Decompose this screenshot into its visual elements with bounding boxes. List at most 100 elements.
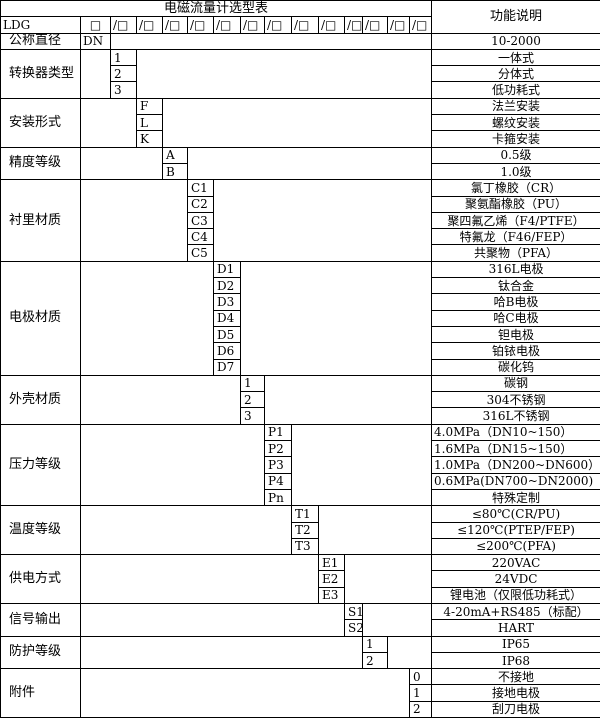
empty-cell [81,555,319,604]
table-title: 电磁流量计选型表 [1,1,432,17]
option-desc: 铂铱电极 [432,343,600,359]
option-desc: 4.0MPa（DN10~150） [432,424,600,440]
option-desc: ≤80℃(CR/PU) [432,506,600,522]
option-desc: 316L电极 [432,261,600,277]
option-desc: 卡箍安装 [432,131,600,147]
option-code: B [163,163,188,179]
option-code: 3 [111,82,137,98]
model-slot: /□ [163,17,188,33]
option-desc: 分体式 [432,66,600,82]
option-desc: 螺纹安装 [432,115,600,131]
empty-cell [163,98,432,147]
option-code: E3 [319,587,345,603]
model-slot: /□ [188,17,214,33]
option-desc: 24VDC [432,571,600,587]
option-desc: IP68 [432,652,600,668]
group-label: 压力等级 [1,424,81,505]
model-slot: /□ [363,17,388,33]
option-desc: 220VAC [432,555,600,571]
option-desc: 1.0级 [432,163,600,179]
option-code: 1 [363,636,388,652]
option-desc: 锂电池（仅限低功耗式） [432,587,600,603]
option-code: S1 [345,603,363,619]
model-slot: /□ [265,17,292,33]
option-desc: 碳钢 [432,375,600,391]
empty-cell [81,375,241,424]
group-label: 信号输出 [1,603,81,636]
option-code: E2 [319,571,345,587]
group-label: 供电方式 [1,555,81,604]
option-code: 1 [111,49,137,65]
option-desc: 一体式 [432,49,600,65]
nominal-desc: 10-2000 [432,33,600,49]
option-code: E1 [319,555,345,571]
empty-cell [81,49,111,98]
option-desc: 刮刀电极 [432,701,600,717]
option-code: 2 [363,652,388,668]
group-label: 防护等级 [1,636,81,669]
option-desc: 钽电极 [432,326,600,342]
option-code: F [137,98,163,114]
option-code: D3 [214,294,241,310]
option-desc: ≤200℃(PFA) [432,538,600,554]
group-label: 温度等级 [1,506,81,555]
option-desc: 316L不锈钢 [432,408,600,424]
option-desc: 聚氨酯橡胶（PU） [432,196,600,212]
option-desc: 哈C电极 [432,310,600,326]
option-code: C1 [188,180,214,196]
option-code: 2 [241,392,265,408]
model-slot: /□ [410,17,432,33]
group-label: 安装形式 [1,98,81,147]
option-desc: 不接地 [432,669,600,685]
option-desc: 碳化钨 [432,359,600,375]
empty-cell [81,424,265,505]
option-code: P3 [265,457,292,473]
empty-cell [81,180,188,261]
option-desc: 氯丁橡胶（CR） [432,180,600,196]
option-desc: 特殊定制 [432,489,600,505]
empty-cell [214,180,432,261]
option-desc: ≤120℃(PTEP/FEP) [432,522,600,538]
option-desc: 1.6MPa（DN15~150） [432,441,600,457]
option-code: 2 [410,701,432,717]
group-label: 电极材质 [1,261,81,375]
desc-header: 功能说明 [432,1,600,34]
group-label: 转换器类型 [1,49,81,98]
option-code: 1 [241,375,265,391]
option-code: K [137,131,163,147]
empty-cell [137,49,432,98]
option-desc: 共聚物（PFA） [432,245,600,261]
empty-cell [363,603,432,636]
model-prefix: LDG [1,17,81,33]
model-slot: /□ [319,17,345,33]
option-code: D7 [214,359,241,375]
model-slot: /□ [345,17,363,33]
option-desc: IP65 [432,636,600,652]
option-desc: 钛合金 [432,278,600,294]
empty-cell [241,261,432,375]
option-code: 0 [410,669,432,685]
empty-cell [188,147,432,180]
option-code: D6 [214,343,241,359]
empty-cell [265,375,432,424]
option-code: C5 [188,245,214,261]
option-code: D4 [214,310,241,326]
option-code: L [137,115,163,131]
empty-cell [81,636,363,669]
empty-cell [81,147,163,180]
option-code: 1 [410,685,432,701]
option-desc: 接地电极 [432,685,600,701]
option-code: P2 [265,441,292,457]
option-desc: 哈B电极 [432,294,600,310]
group-label: 精度等级 [1,147,81,180]
